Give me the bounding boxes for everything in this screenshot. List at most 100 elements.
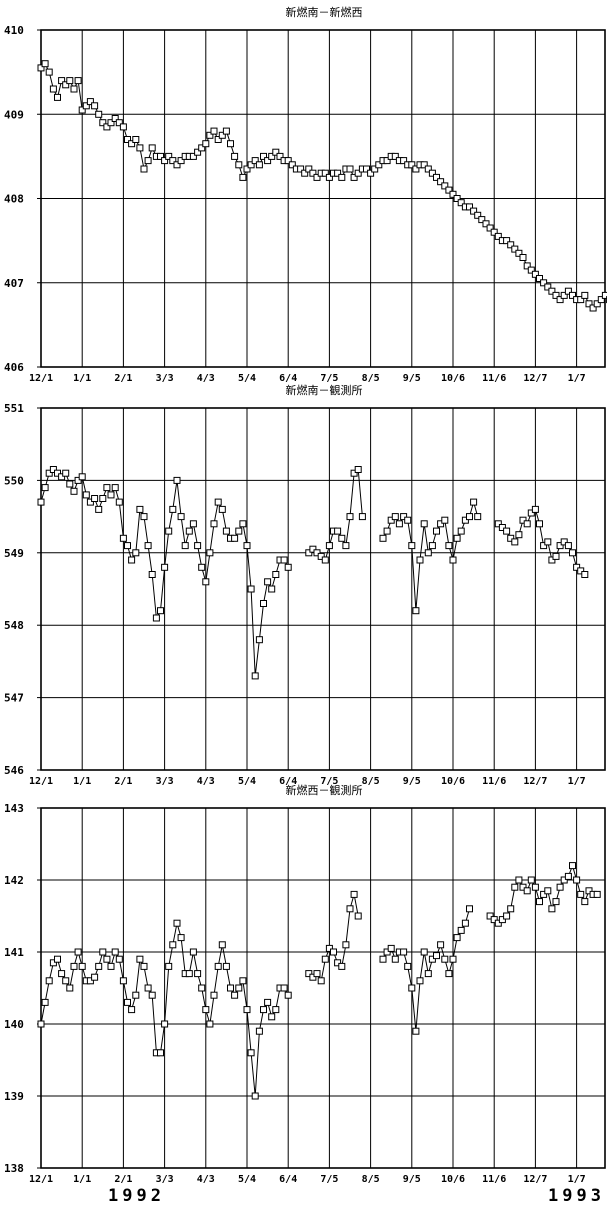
data-point	[111, 484, 119, 492]
data-point	[148, 571, 156, 578]
data-point	[301, 169, 309, 177]
data-point	[173, 161, 181, 169]
data-point	[82, 102, 90, 110]
data-point	[593, 300, 601, 308]
data-point	[251, 672, 259, 680]
panel-3: 新燃西－観測所 138 139 140 141 142 143 12/1 1/1 2/1 3/3 4/…	[4, 783, 606, 1185]
y-tick-label: 138	[4, 1162, 24, 1175]
x-tick-label: 12/1	[29, 776, 53, 787]
data-point	[165, 962, 173, 970]
data-point	[161, 1020, 169, 1028]
data-point	[511, 883, 519, 891]
data-point	[272, 571, 280, 578]
data-point	[313, 173, 321, 181]
data-point	[124, 998, 131, 1006]
x-tick-label: 2/1	[114, 776, 132, 787]
data-point	[305, 970, 313, 978]
data-point	[119, 977, 127, 985]
series-line	[40, 62, 607, 309]
data-point	[354, 169, 362, 177]
data-point	[185, 970, 193, 978]
data-point	[78, 106, 86, 114]
data-point	[239, 173, 247, 181]
data-point	[338, 173, 346, 181]
data-point	[317, 977, 325, 985]
data-point	[276, 152, 284, 160]
data-point	[536, 520, 543, 528]
data-point	[564, 542, 572, 550]
data-point	[173, 919, 181, 927]
data-point	[498, 524, 506, 531]
data-point	[157, 607, 164, 615]
data-point	[515, 249, 523, 257]
data-point	[202, 1006, 210, 1014]
data-point	[552, 898, 560, 906]
x-tick-label: 1/7	[568, 776, 586, 787]
data-point	[449, 955, 457, 963]
data-point	[66, 984, 74, 992]
data-point	[540, 890, 548, 898]
data-point	[206, 131, 214, 139]
data-point	[37, 1020, 45, 1028]
data-point	[260, 600, 267, 607]
data-point	[511, 245, 519, 253]
plot-frame	[40, 407, 606, 771]
data-point	[412, 607, 420, 615]
data-point	[37, 498, 45, 506]
data-point	[420, 948, 428, 956]
data-point	[177, 157, 185, 165]
panel-2: 新燃南－観測所 546 547 548 549 550 551 12/1 1/1 2/1 3/3 4/…	[4, 383, 606, 787]
data-point	[45, 68, 53, 76]
y-tick-label: 408	[4, 193, 24, 206]
data-point	[321, 955, 329, 963]
x-tick-label: 8/5	[362, 776, 380, 787]
data-point	[404, 962, 412, 970]
x-tick-label: 8/5	[362, 1174, 380, 1185]
data-point	[433, 173, 440, 181]
y-tick-label: 409	[4, 108, 24, 121]
x-tick-label: 6/4	[279, 1174, 297, 1185]
data-point	[268, 152, 276, 160]
data-point	[350, 469, 358, 477]
data-point	[433, 527, 440, 535]
data-point	[523, 262, 531, 270]
data-point	[95, 505, 103, 513]
data-point	[128, 1006, 136, 1014]
data-point	[148, 144, 156, 152]
data-point	[498, 916, 506, 924]
data-point	[577, 890, 585, 898]
data-point	[140, 165, 148, 173]
data-point	[544, 283, 552, 291]
data-point	[70, 487, 78, 495]
x-tick-label: 12/7	[523, 776, 547, 787]
data-point	[214, 498, 222, 506]
data-point	[334, 959, 342, 967]
data-point	[338, 962, 346, 970]
data-point	[74, 948, 82, 956]
data-point	[264, 157, 272, 165]
data-point	[321, 169, 329, 177]
data-point	[540, 279, 548, 287]
data-point	[519, 516, 527, 524]
data-point	[457, 926, 465, 934]
data-point	[391, 152, 399, 160]
y-tick-label: 141	[4, 946, 24, 959]
x-tick-label: 8/5	[362, 373, 380, 384]
x-tick-label: 4/3	[197, 1174, 215, 1185]
y-tick-label: 548	[4, 619, 24, 632]
data-point	[581, 898, 589, 906]
data-point	[482, 220, 490, 228]
data-point	[247, 161, 255, 169]
x-tick-label: 1/1	[73, 1174, 91, 1185]
data-point	[66, 77, 74, 85]
data-point	[400, 513, 408, 521]
data-point	[251, 157, 259, 165]
data-point	[523, 887, 531, 895]
data-point	[395, 520, 403, 528]
data-point	[235, 161, 243, 169]
data-point	[412, 1027, 420, 1035]
data-point	[507, 534, 515, 542]
data-point	[313, 549, 321, 557]
data-point	[515, 876, 523, 884]
data-point	[375, 161, 383, 169]
